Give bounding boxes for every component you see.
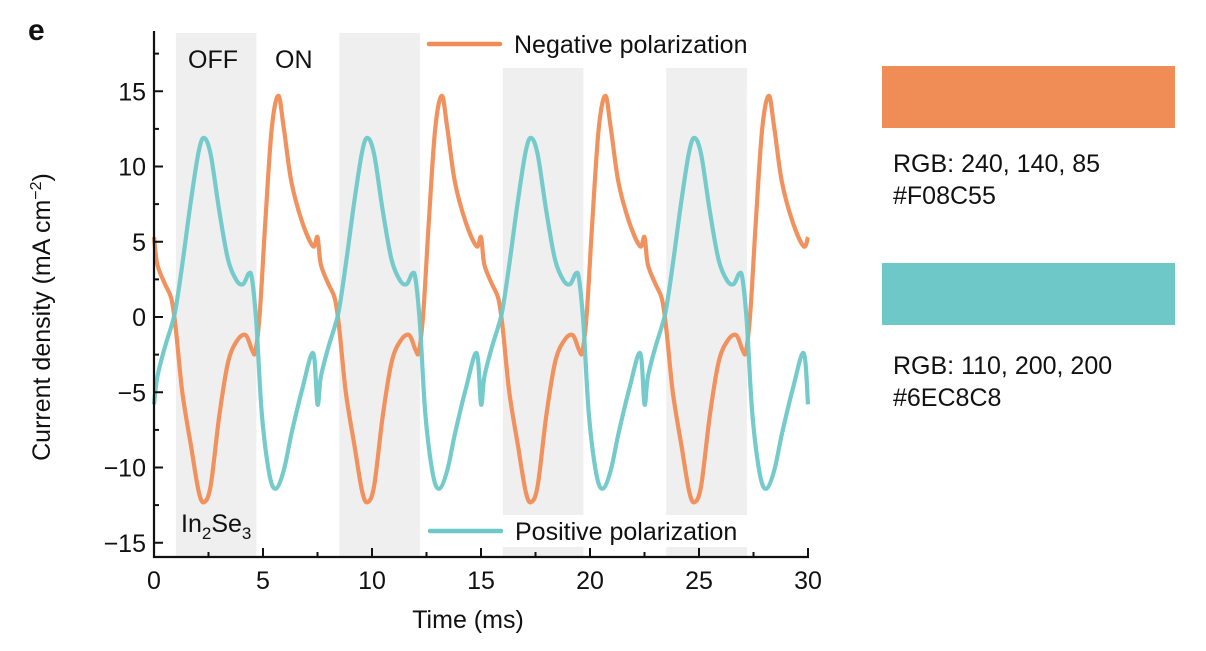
off-band (666, 68, 747, 557)
y-tick-label: 10 (118, 154, 146, 182)
material-se: Se (211, 510, 242, 538)
off-bands (175, 33, 747, 557)
y-tick-label: −5 (117, 379, 146, 407)
swatch-teal (882, 263, 1175, 325)
x-tick-label: 15 (467, 567, 495, 595)
y-tick-label: 15 (118, 78, 146, 106)
swatch-orange-hex: #F08C55 (893, 182, 996, 210)
x-tick-label: 25 (685, 567, 713, 595)
series-line-negative (151, 93, 811, 505)
swatch-orange-rgb: RGB: 240, 140, 85 (893, 150, 1101, 178)
off-band (339, 33, 420, 557)
y-axis-label-close: ) (28, 173, 56, 181)
swatch-orange (882, 66, 1175, 128)
annotation-material: In2Se3 (181, 510, 251, 543)
material-sub-2: 2 (202, 524, 211, 543)
x-tick-label: 30 (794, 567, 822, 595)
legend-negative-label: Negative polarization (514, 31, 747, 59)
y-axis-label-sup: −2 (28, 181, 45, 199)
y-axis-label-main: Current density (mA cm (28, 200, 56, 461)
x-tick-label: 0 (147, 567, 161, 595)
y-tick-label: 5 (132, 229, 146, 257)
panel-label: e (28, 14, 45, 47)
axes: 0 5 10 15 20 25 30 −15 −10 −5 0 5 10 15 (104, 31, 822, 595)
annotation-on: ON (275, 46, 313, 74)
material-sub-3: 3 (242, 524, 251, 543)
current-density-chart: 0 5 10 15 20 25 30 −15 −10 −5 0 5 10 15 OFF ON In2Se3… (28, 30, 822, 634)
swatch-orange-text: RGB: 240, 140, 85 #F08C55 (893, 148, 1100, 212)
annotation-off: OFF (188, 46, 238, 74)
swatch-teal-rgb: RGB: 110, 200, 200 (893, 352, 1113, 380)
off-band (175, 33, 257, 557)
series-line-positive (151, 135, 811, 491)
legend-positive-label: Positive polarization (515, 518, 737, 546)
x-tick-label: 5 (256, 567, 270, 595)
x-tick-label: 20 (576, 567, 604, 595)
y-tick-label: −15 (104, 530, 146, 558)
series-lines (151, 93, 811, 505)
y-tick-label: 0 (132, 304, 146, 332)
y-tick-label: −10 (104, 455, 146, 483)
x-tick-label: 10 (358, 567, 386, 595)
y-axis-label: Current density (mA cm−2) (28, 173, 56, 461)
off-band (502, 68, 584, 557)
material-in: In (181, 510, 202, 538)
x-axis-label: Time (ms) (412, 606, 524, 634)
swatch-teal-hex: #6EC8C8 (893, 384, 1002, 412)
swatch-teal-text: RGB: 110, 200, 200 #6EC8C8 (893, 350, 1112, 414)
